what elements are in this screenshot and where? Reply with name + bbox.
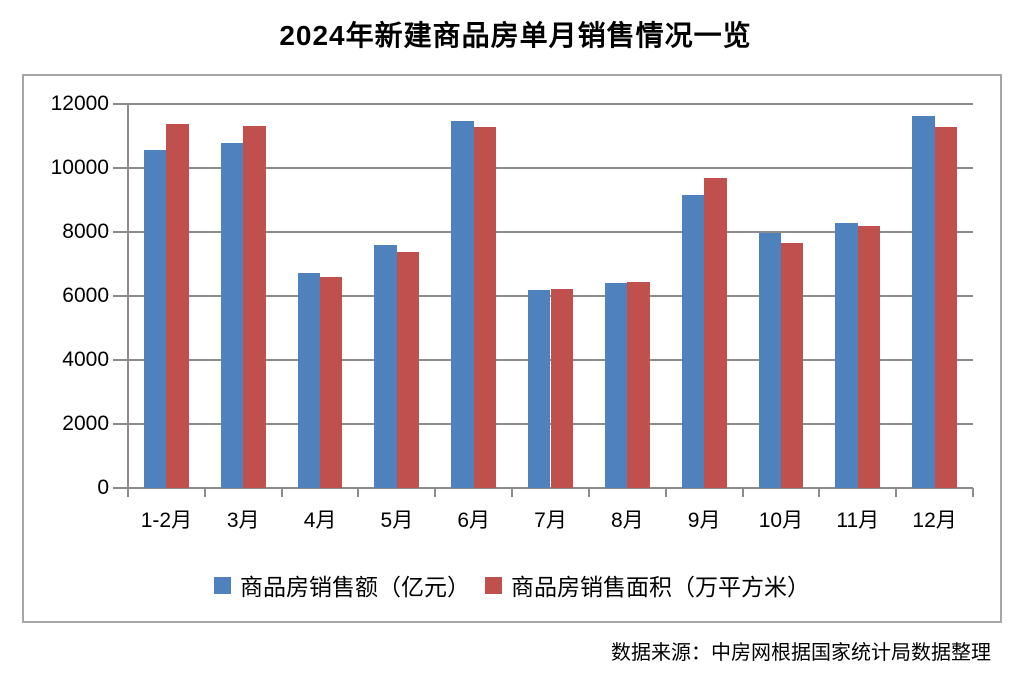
legend-swatch-2 <box>485 576 502 594</box>
bar-series2-1-2月 <box>166 124 189 488</box>
x-axis-label: 8月 <box>610 509 644 532</box>
x-tick <box>587 488 590 497</box>
y-tick-6000 <box>113 295 128 297</box>
gridline-0 <box>128 487 973 489</box>
bar-series1-11月 <box>835 223 858 488</box>
gridline-10000 <box>128 167 973 169</box>
x-axis-label: 1-2月 <box>140 509 193 532</box>
y-tick-8000 <box>113 231 128 233</box>
x-axis-label: 4月 <box>303 509 337 532</box>
x-tick <box>972 488 974 497</box>
legend-item-2: 商品房销售面积（万平方米） <box>485 568 810 602</box>
legend: 商品房销售额（亿元） 商品房销售面积（万平方米） <box>24 568 1000 602</box>
x-tick <box>203 488 206 497</box>
y-tick-label: 2000 <box>62 412 109 435</box>
y-tick-12000 <box>113 103 128 105</box>
bar-series2-6月 <box>473 127 497 488</box>
bar-series1-4月 <box>297 273 321 488</box>
x-tick <box>818 488 821 497</box>
gridline-12000 <box>128 103 973 105</box>
y-axis <box>127 104 129 488</box>
bar-series2-4月 <box>320 277 343 488</box>
y-tick-0 <box>113 487 128 489</box>
x-axis-label: 7月 <box>534 509 567 532</box>
legend-label-2: 商品房销售面积（万平方米） <box>511 575 810 600</box>
x-tick <box>895 488 898 497</box>
x-axis-label: 3月 <box>226 509 260 532</box>
bar-series1-10月 <box>758 232 781 488</box>
bar-series2-5月 <box>396 251 420 488</box>
x-axis-label: 5月 <box>380 509 414 532</box>
x-tick <box>741 488 744 497</box>
legend-label-1: 商品房销售额（亿元） <box>240 575 470 600</box>
bar-series1-1-2月 <box>144 149 167 488</box>
chart-container: 0 2000 4000 6000 8000 10000 12000 1-2月 3月 4月 5月 6月 7… <box>22 74 1002 623</box>
bar-series1-3月 <box>220 142 244 488</box>
x-axis-label: 9月 <box>687 509 721 532</box>
legend-item-1: 商品房销售额（亿元） <box>214 568 470 602</box>
bar-series2-3月 <box>243 126 266 488</box>
y-tick-label: 6000 <box>62 284 109 307</box>
source-note: 数据来源：中房网根据国家统计局数据整理 <box>611 642 991 664</box>
plot-area: 0 2000 4000 6000 8000 10000 12000 1-2月 3月 4月 5月 6月 7… <box>24 76 1000 621</box>
bar-series2-7月 <box>550 288 573 488</box>
bar-series1-6月 <box>451 121 474 488</box>
legend-swatch-1 <box>214 576 231 594</box>
x-axis-label: 11月 <box>836 509 880 532</box>
x-axis-label: 10月 <box>758 509 804 532</box>
y-tick-label: 10000 <box>50 156 109 179</box>
y-tick-4000 <box>113 359 128 361</box>
bar-series2-11月 <box>857 225 881 488</box>
bar-series1-8月 <box>604 283 628 488</box>
y-tick-2000 <box>113 423 128 425</box>
bar-series1-9月 <box>681 194 705 488</box>
x-tick <box>511 488 514 497</box>
x-axis-label: 12月 <box>912 509 957 532</box>
bar-series2-9月 <box>704 178 727 488</box>
x-tick <box>434 488 437 497</box>
x-tick <box>357 488 360 497</box>
y-tick-label: 4000 <box>62 348 109 371</box>
bar-series2-8月 <box>627 281 650 488</box>
chart-title: 2024年新建商品房单月销售情况一览 <box>279 20 752 51</box>
bar-series2-12月 <box>934 127 957 488</box>
bar-series1-12月 <box>912 116 935 488</box>
x-tick <box>280 488 283 497</box>
bar-series1-5月 <box>374 244 397 488</box>
x-tick <box>664 488 667 497</box>
x-tick <box>127 488 129 497</box>
y-tick-label: 0 <box>97 476 109 499</box>
y-tick-label: 12000 <box>50 92 109 115</box>
bar-series2-10月 <box>780 243 804 488</box>
y-tick-10000 <box>113 167 128 169</box>
gridline-8000 <box>128 231 973 233</box>
bar-series1-7月 <box>528 289 551 488</box>
y-tick-label: 8000 <box>62 220 109 243</box>
x-axis-label: 6月 <box>457 509 491 532</box>
